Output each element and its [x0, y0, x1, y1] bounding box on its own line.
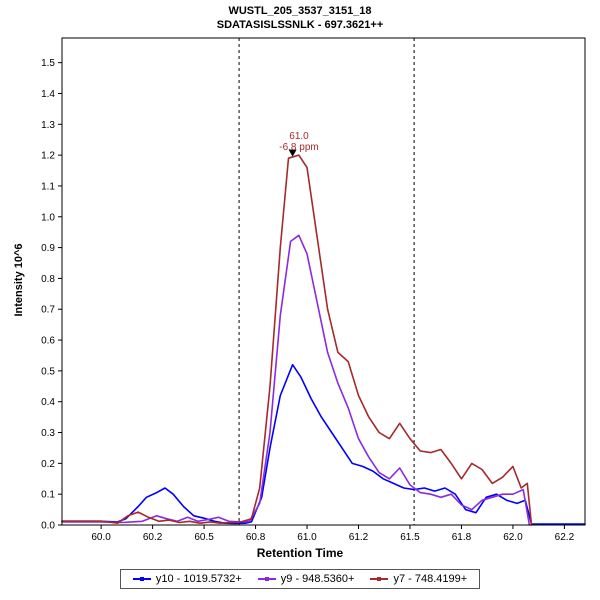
legend-item-y10: y10 - 1019.5732+	[132, 573, 242, 585]
series-line	[61, 363, 586, 525]
series-line	[61, 154, 533, 526]
chart-header: WUSTL_205_3537_3151_18 SDATASISLSSNLK - …	[0, 4, 600, 32]
y-tick-label: 1.5	[41, 58, 55, 69]
x-tick-label: 62.0	[503, 532, 523, 543]
x-tick-label: 60.5	[194, 532, 214, 543]
x-tick-label: 61.0	[297, 532, 317, 543]
legend-label-y10: y10 - 1019.5732+	[155, 573, 242, 585]
y-tick-label: 0.3	[41, 428, 55, 439]
x-axis-label: Retention Time	[256, 546, 344, 560]
y-tick-label: 0.4	[41, 397, 55, 408]
y-tick-label: 1.3	[41, 120, 55, 131]
y10-point-marker	[139, 577, 144, 581]
y-tick-label: 0.5	[41, 366, 55, 377]
legend-box: y10 - 1019.5732+ y9 - 948.5360+ y7 - 748…	[119, 569, 481, 589]
legend: y10 - 1019.5732+ y9 - 948.5360+ y7 - 748…	[0, 569, 600, 589]
y-tick-label: 1.2	[41, 151, 55, 162]
y-tick-label: 0.1	[41, 490, 55, 501]
legend-item-y7: y7 - 748.4199+	[370, 573, 467, 585]
y-tick-label: 1.1	[41, 181, 55, 192]
x-tick-label: 60.8	[246, 532, 266, 543]
y7-point-marker	[377, 577, 382, 581]
x-tick-label: 60.0	[91, 532, 111, 543]
y7-line-swatch	[370, 577, 389, 581]
x-tick-label: 61.2	[349, 532, 369, 543]
legend-label-y9: y9 - 948.5360+	[280, 573, 355, 585]
x-tick-label: 61.8	[452, 532, 472, 543]
peak-mass-error-label: -6.8 ppm	[279, 142, 319, 153]
y-tick-label: 0.9	[41, 243, 55, 254]
peak-apex-marker	[288, 149, 297, 157]
y-tick-label: 0.2	[41, 459, 55, 470]
x-tick-label: 62.2	[555, 532, 575, 543]
y10-line-swatch	[132, 577, 151, 581]
legend-label-y7: y7 - 748.4199+	[393, 573, 468, 585]
peak-rt-label: 61.0	[289, 131, 309, 142]
plot-border	[61, 37, 586, 526]
x-tick-label: 61.5	[400, 532, 420, 543]
y-tick-label: 1.0	[41, 212, 55, 223]
legend-item-y9: y9 - 948.5360+	[257, 573, 355, 585]
series-line	[61, 234, 531, 526]
y9-line-swatch	[257, 577, 276, 581]
y-tick-label: 0.8	[41, 274, 55, 285]
x-tick-label: 60.2	[143, 532, 163, 543]
y-tick-label: 0.6	[41, 336, 55, 347]
peptide-subtitle: SDATASISLSSNLK - 697.3621++	[216, 19, 384, 31]
y-tick-label: 0.0	[41, 521, 55, 532]
peak-annotation: 61.0 -6.8 ppm	[249, 131, 349, 153]
y-tick-label: 0.7	[41, 305, 55, 316]
y-axis-label: Intensity 10^6	[13, 243, 25, 317]
y9-point-marker	[264, 577, 269, 581]
chart-title: WUSTL_205_3537_3151_18	[228, 5, 372, 17]
y-tick-label: 1.4	[41, 89, 55, 100]
